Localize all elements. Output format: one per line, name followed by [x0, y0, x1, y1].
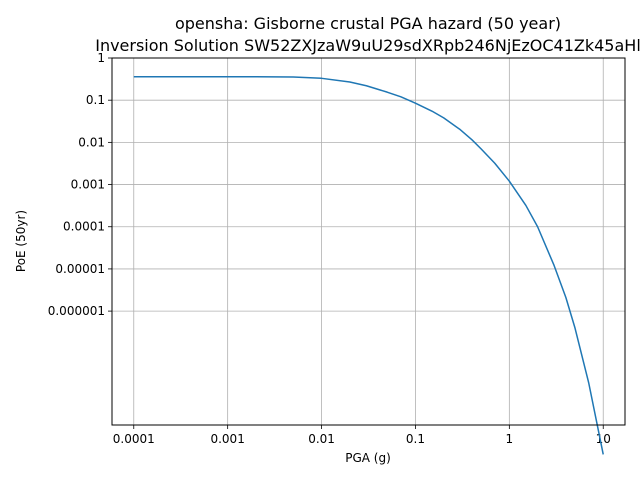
- x-axis-label: PGA (g): [345, 451, 391, 465]
- plot-frame: [111, 57, 626, 426]
- x-tick-label: 0.0001: [113, 432, 155, 446]
- x-tick-label: 0.1: [406, 432, 425, 446]
- y-tick-label: 0.000001: [48, 304, 105, 318]
- x-axis-ticks: 0.0001 0.001 0.01 0.1 1 10: [113, 425, 611, 446]
- y-tick-label: 0.00001: [55, 262, 105, 276]
- y-tick-label: 0.1: [86, 93, 105, 107]
- y-tick-label: 0.01: [78, 135, 105, 149]
- y-tick-label: 0.001: [71, 178, 105, 192]
- chart-title: opensha: Gisborne crustal PGA hazard (50…: [175, 14, 561, 33]
- y-tick-label: 0.0001: [63, 220, 105, 234]
- x-tick-label: 1: [506, 432, 514, 446]
- y-tick-label: 1: [97, 51, 105, 65]
- x-tick-label: 10: [596, 432, 611, 446]
- y-axis-ticks: 1 0.1 0.01 0.001 0.0001 0.00001 0.000001: [48, 51, 112, 318]
- series-layer: [133, 75, 604, 455]
- chart-subtitle: Inversion Solution SW52ZXJzaW9uU29sdXRpb…: [95, 36, 640, 55]
- x-tick-label: 0.001: [210, 432, 244, 446]
- grid: [112, 57, 625, 425]
- series-line-0: [133, 75, 604, 455]
- y-axis-label: PoE (50yr): [14, 210, 28, 272]
- x-tick-label: 0.01: [308, 432, 335, 446]
